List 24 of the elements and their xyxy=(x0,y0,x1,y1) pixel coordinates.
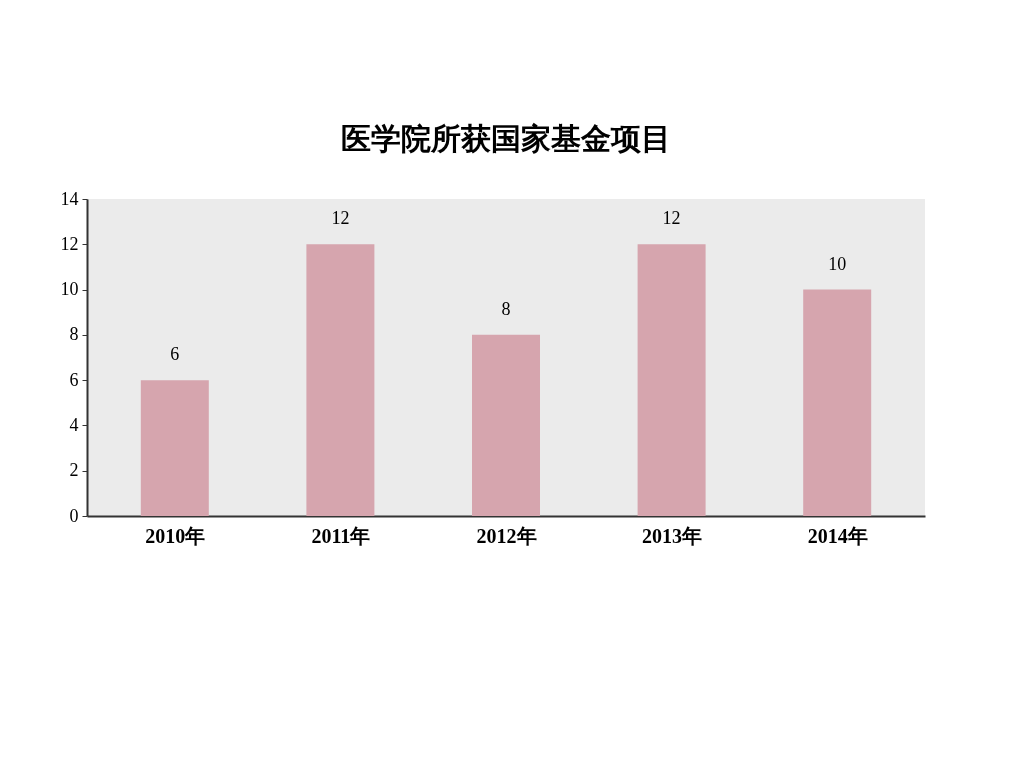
x-tick-label: 2011年 xyxy=(311,524,371,547)
y-tick-label: 12 xyxy=(60,233,79,254)
chart-title: 医学院所获国家基金项目 xyxy=(341,122,671,155)
bar xyxy=(803,289,872,516)
x-tick-label: 2012年 xyxy=(476,524,537,547)
y-tick-label: 2 xyxy=(69,460,79,481)
data-label: 8 xyxy=(501,298,511,319)
y-tick-label: 0 xyxy=(69,505,79,526)
bar xyxy=(140,380,209,516)
x-tick-label: 2010年 xyxy=(145,524,206,547)
y-tick-label: 10 xyxy=(60,279,79,300)
data-label: 12 xyxy=(331,208,350,229)
bar xyxy=(637,244,706,516)
bar xyxy=(306,244,375,516)
data-label: 12 xyxy=(662,208,681,229)
bar xyxy=(472,334,540,516)
x-tick-label: 2014年 xyxy=(807,524,868,547)
data-label: 6 xyxy=(170,344,180,365)
y-tick-label: 8 xyxy=(69,324,79,345)
y-tick-label: 6 xyxy=(69,369,79,390)
data-label: 10 xyxy=(828,253,847,274)
y-tick-label: 14 xyxy=(60,188,79,209)
x-tick-label: 2013年 xyxy=(642,524,703,547)
y-tick-label: 4 xyxy=(69,414,79,435)
